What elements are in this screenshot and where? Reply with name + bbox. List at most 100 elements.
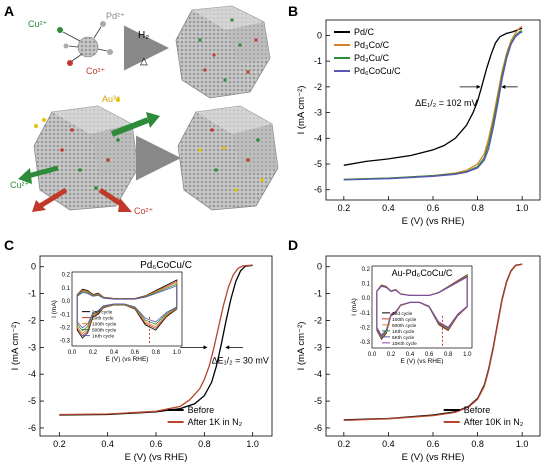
inset-cv-loop-3 (76, 283, 178, 332)
ion-pd-label: Pd²⁺ (106, 11, 125, 21)
inset-legend-label: 500th cycle (92, 328, 117, 334)
ion-cu-label: Cu²⁺ (28, 19, 48, 29)
inset-x-tick-label: 0.2 (89, 350, 98, 356)
inset-y-tick-label: 0.0 (62, 299, 71, 305)
inset-x-tick-label: 0.2 (387, 352, 396, 358)
nanoparticle-bottom-left (33, 105, 139, 211)
legend-label: Pd₃Co/C (354, 40, 390, 50)
y-tick-label: -2 (28, 315, 36, 325)
inset-x-tick-label: 0.8 (444, 352, 453, 358)
inset-cv-loop-4 (76, 285, 178, 329)
inset-frame (71, 271, 183, 347)
legend-label: Before (464, 405, 491, 415)
x-tick-label: 0.6 (150, 439, 163, 449)
series-line-1 (59, 264, 253, 416)
x-tick-label: 0.8 (471, 439, 484, 449)
chart-panel-c: 0.2 0.4 0.6 0.8 1.0 0 -1 -2 -3 -4 -5 -6 E (V) (vs RH… (10, 255, 273, 463)
y-tick-label: -1 (314, 56, 322, 66)
inset-legend-label: 5Kth cycle (392, 335, 414, 341)
y-tick-label: -3 (28, 342, 36, 352)
inset-legend-label: 10Kth cycle (392, 341, 417, 347)
chart-title: Pd₆CoCu/C (140, 260, 192, 271)
inset-x-tick-label: 0.0 (68, 350, 77, 356)
y-tick-label: -6 (314, 423, 322, 433)
chart-title: Au-Pd₆CoCu/C (392, 268, 453, 278)
inset-x-tick-label: 1.0 (463, 352, 472, 358)
y-tick-label: -3 (314, 108, 322, 118)
chart-panel-b: 0.2 0.4 0.6 0.8 1.0 0 -1 -2 -3 -4 -5 -6 E (V) (vs RH… (296, 19, 541, 227)
cu-exchange-arrow (110, 117, 150, 137)
x-tick-label: 1.0 (516, 439, 529, 449)
legend-label: After 10K in N₂ (464, 417, 524, 427)
inset-x-tick-label: 0.8 (152, 350, 161, 356)
reaction-heat-label: △ (140, 56, 148, 67)
inset-x-tick-label: 0.6 (131, 350, 140, 356)
y-tick-label: -5 (28, 396, 36, 406)
x-tick-label: 0.6 (427, 203, 440, 213)
y-tick-label: -1 (314, 289, 322, 299)
y-axis-label: I (mA cm⁻²) (296, 86, 307, 135)
inset-x-axis-label: E (V) (vs RHE) (106, 356, 149, 363)
inset-legend-label: 2nd cycle (392, 311, 413, 317)
inset-y-tick-label: -0.2 (360, 326, 371, 332)
inset-y-tick-label: 0.0 (362, 296, 371, 302)
x-tick-label: 0.2 (338, 203, 351, 213)
inset-legend-label: 100th cycle (392, 317, 417, 323)
inset-x-tick-label: 0.6 (425, 352, 434, 358)
inset-legend-label: 50th cycle (92, 316, 114, 322)
series-line-0 (343, 27, 523, 166)
y-tick-label: -6 (314, 185, 322, 195)
ion-au-label: Au³⁺ (102, 94, 121, 104)
inset-y-tick-label: -0.1 (60, 312, 71, 318)
inset-x-tick-label: 0.4 (406, 352, 415, 358)
x-tick-label: 0.8 (471, 203, 484, 213)
annotation-delta-e: ΔE₁/₂ = 102 mV (415, 98, 477, 108)
series-line-0 (59, 264, 253, 416)
inset-legend-label: 2nd cycle (92, 310, 113, 316)
legend-label: After 1K in N₂ (188, 417, 243, 427)
legend-label: Pd₃Cu/C (354, 53, 390, 63)
inset-x-tick-label: 0.0 (368, 352, 377, 358)
nanoparticle-top-right (175, 5, 271, 99)
y-tick-label: -3 (314, 342, 322, 352)
inset-y-axis-label: I (mA) (351, 298, 358, 316)
series-line-3 (343, 31, 523, 181)
inset-y-tick-label: 0.1 (362, 282, 371, 288)
inset-y-tick-label: -0.3 (360, 340, 371, 346)
inset-cv-loop-5 (376, 276, 468, 336)
panel-label-b: B (288, 3, 298, 19)
x-axis-label: E (V) (vs RHE) (402, 216, 465, 227)
reaction-h2-label: H₂ (138, 30, 149, 41)
legend-label: Pd/C (354, 27, 375, 37)
inset-y-tick-label: 0.1 (62, 286, 71, 292)
inset-y-tick-label: -0.2 (60, 326, 71, 332)
y-tick-label: -5 (314, 159, 322, 169)
panel-label-a: A (4, 3, 14, 19)
panel-label-c: C (4, 237, 14, 253)
y-tick-label: -2 (314, 82, 322, 92)
y-tick-label: -6 (28, 423, 36, 433)
panel-a: A Cu²⁺ Pd²⁺ Co²⁺ H₂ △ (4, 3, 279, 216)
x-tick-label: 0.2 (338, 439, 351, 449)
x-tick-label: 1.0 (516, 203, 529, 213)
inset-y-tick-label: 0.2 (362, 267, 371, 273)
inset-y-tick-label: -0.3 (60, 339, 71, 345)
nanoparticle-bottom-right (177, 105, 279, 211)
inset-legend-label: 500th cycle (392, 323, 417, 329)
y-tick-label: -2 (314, 315, 322, 325)
inset-legend-label: 1Kth cycle (392, 329, 414, 335)
ion-cu-out-label: Cu²⁺ (10, 180, 30, 190)
y-tick-label: -4 (28, 369, 36, 379)
y-tick-label: 0 (317, 30, 322, 40)
inset-x-tick-label: 0.4 (110, 350, 119, 356)
x-tick-label: 1.0 (246, 439, 259, 449)
panel-label-d: D (288, 237, 298, 253)
x-axis-label: E (V) (vs RHE) (125, 452, 188, 463)
x-axis-label: E (V) (vs RHE) (402, 452, 465, 463)
inset-x-tick-label: 1.0 (173, 350, 182, 356)
inset-x-axis-label: E (V) (vs RHE) (401, 358, 444, 365)
ion-co-label: Co²⁺ (86, 66, 106, 76)
legend-label: Pd₆CoCu/C (354, 66, 401, 76)
